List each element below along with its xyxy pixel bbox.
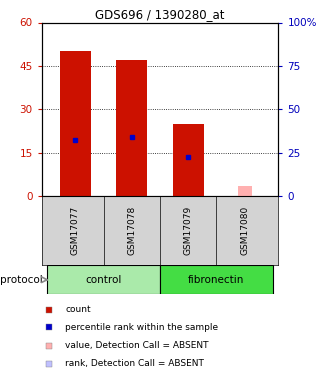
Bar bbox=[237, 186, 252, 196]
Text: rank, Detection Call = ABSENT: rank, Detection Call = ABSENT bbox=[65, 359, 204, 368]
Bar bbox=[47, 265, 160, 294]
Title: GDS696 / 1390280_at: GDS696 / 1390280_at bbox=[95, 8, 225, 21]
Bar bbox=[173, 124, 204, 196]
Text: GSM17078: GSM17078 bbox=[127, 206, 136, 255]
Text: count: count bbox=[65, 305, 91, 314]
Text: protocol: protocol bbox=[0, 275, 43, 285]
Text: value, Detection Call = ABSENT: value, Detection Call = ABSENT bbox=[65, 341, 209, 350]
Text: percentile rank within the sample: percentile rank within the sample bbox=[65, 323, 219, 332]
Bar bbox=[116, 60, 147, 196]
Text: GSM17079: GSM17079 bbox=[184, 206, 193, 255]
Text: GSM17077: GSM17077 bbox=[71, 206, 80, 255]
Text: GSM17080: GSM17080 bbox=[240, 206, 249, 255]
Text: fibronectin: fibronectin bbox=[188, 275, 244, 285]
Bar bbox=[160, 265, 273, 294]
Bar bbox=[60, 51, 91, 196]
Text: control: control bbox=[85, 275, 122, 285]
